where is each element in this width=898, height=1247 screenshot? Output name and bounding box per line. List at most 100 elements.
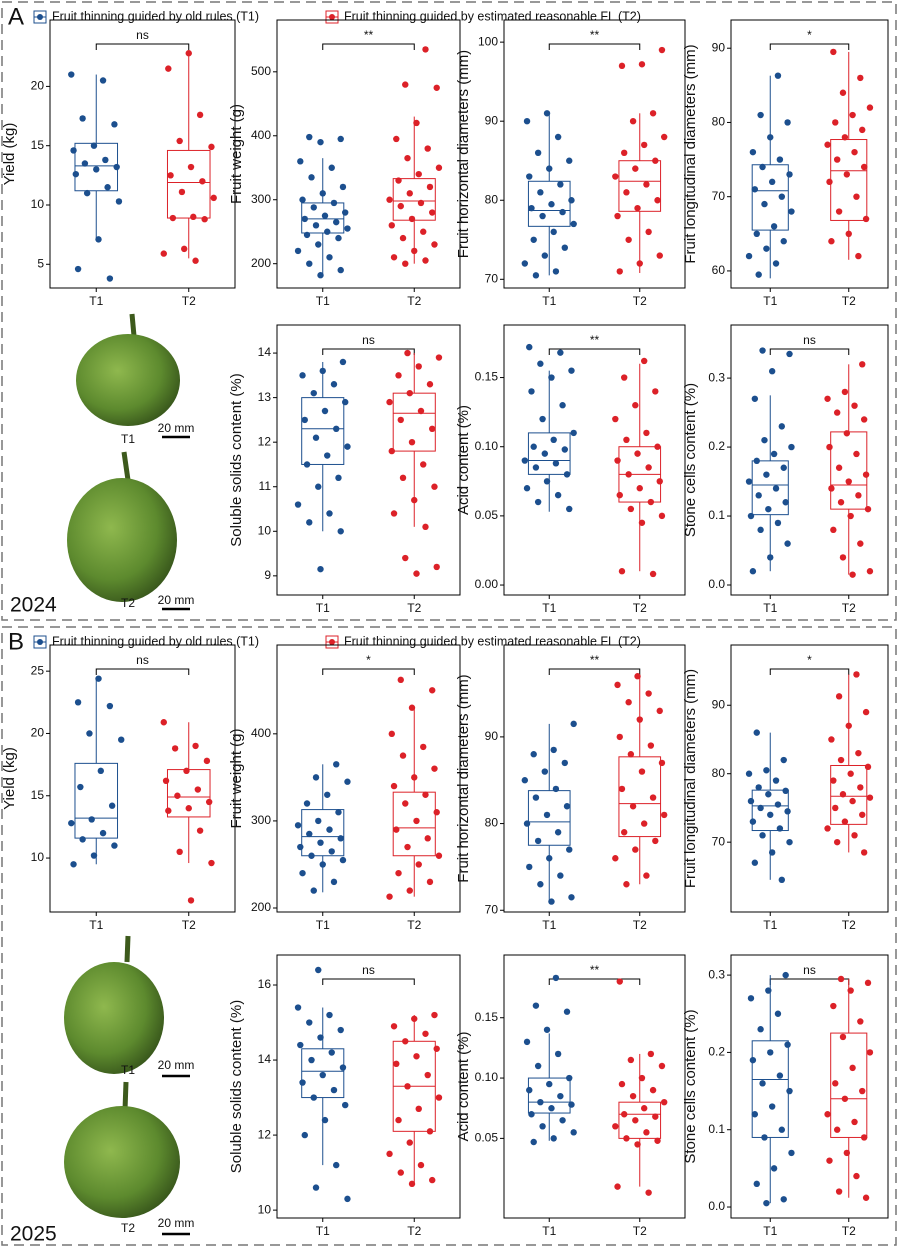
data-point xyxy=(395,372,402,379)
data-point xyxy=(337,528,344,535)
data-point xyxy=(860,849,868,856)
data-point xyxy=(550,746,557,754)
data-point xyxy=(559,402,566,409)
data-point xyxy=(763,471,770,478)
data-point xyxy=(765,987,772,994)
data-point xyxy=(526,863,533,871)
x-tick-label: T1 xyxy=(763,1224,777,1238)
data-point xyxy=(652,157,659,164)
data-point xyxy=(317,1034,324,1041)
panel-border xyxy=(1,1,897,621)
chart: 70 80 90 100 Fruit horizontal diameters (mm)… xyxy=(455,19,686,308)
data-point xyxy=(99,77,107,84)
data-point xyxy=(81,160,89,167)
data-point xyxy=(342,1101,349,1109)
x-tick-label: T1 xyxy=(316,1224,330,1238)
data-point xyxy=(192,257,199,264)
data-point xyxy=(654,443,661,450)
data-point xyxy=(335,234,342,242)
data-point xyxy=(614,212,621,220)
data-point xyxy=(843,430,851,437)
pear-photo xyxy=(67,451,177,602)
data-point xyxy=(770,450,778,458)
data-point xyxy=(386,893,393,900)
data-point xyxy=(435,1094,443,1101)
data-point xyxy=(643,429,650,437)
y-axis-label: Fruit weight (g) xyxy=(228,104,245,204)
data-point xyxy=(755,271,762,278)
data-point xyxy=(638,1074,646,1082)
data-point xyxy=(319,190,326,197)
data-point xyxy=(178,188,186,196)
data-point xyxy=(319,861,326,868)
x-tick-label: T1 xyxy=(542,918,556,932)
y-tick-label: 14 xyxy=(258,1052,272,1066)
data-point xyxy=(294,822,302,829)
data-point xyxy=(317,138,324,146)
data-point xyxy=(192,742,199,750)
data-point xyxy=(853,1172,860,1180)
data-point xyxy=(315,483,322,490)
data-point xyxy=(411,774,418,781)
data-point xyxy=(339,856,347,864)
data-point xyxy=(561,759,568,767)
data-point xyxy=(420,743,427,751)
data-point xyxy=(830,526,837,534)
data-point xyxy=(830,777,837,784)
data-point xyxy=(866,794,874,801)
data-point xyxy=(306,1019,313,1026)
significance-label: ns xyxy=(362,963,375,977)
data-point xyxy=(557,181,564,188)
data-point xyxy=(658,512,666,520)
data-point xyxy=(654,197,661,204)
y-tick-label: 0.1 xyxy=(708,1122,725,1136)
data-point xyxy=(433,809,440,816)
data-point xyxy=(344,225,351,232)
y-axis-label: Fruit longitudinal diameters (mm) xyxy=(682,669,699,888)
data-point xyxy=(411,247,418,255)
data-point xyxy=(306,133,313,141)
data-point xyxy=(433,84,440,91)
data-point xyxy=(778,876,786,884)
data-point xyxy=(301,215,308,223)
data-point xyxy=(627,505,635,513)
y-tick-label: 10 xyxy=(258,1202,272,1216)
data-point xyxy=(559,208,566,216)
data-point xyxy=(638,519,646,526)
data-point xyxy=(344,443,351,450)
data-point xyxy=(778,193,786,200)
data-point xyxy=(837,756,845,764)
data-point xyxy=(614,681,621,689)
y-tick-label: 70 xyxy=(485,902,499,916)
data-point xyxy=(315,966,322,974)
data-point xyxy=(557,872,564,879)
data-point xyxy=(616,733,623,741)
y-tick-label: 0.10 xyxy=(475,1070,499,1084)
data-point xyxy=(788,208,795,215)
data-point xyxy=(406,190,413,197)
y-tick-label: 80 xyxy=(485,192,499,206)
data-point xyxy=(303,800,311,807)
y-tick-label: 300 xyxy=(251,813,271,827)
data-point xyxy=(399,234,407,242)
data-point xyxy=(860,163,868,171)
data-point xyxy=(550,228,557,236)
y-axis-label: Fruit horizontal diameters (mm) xyxy=(455,674,472,882)
data-point xyxy=(786,350,793,358)
data-point xyxy=(859,126,866,134)
data-point xyxy=(162,777,170,785)
data-point xyxy=(312,774,320,781)
data-point xyxy=(339,183,347,191)
data-point xyxy=(104,184,111,191)
data-point xyxy=(426,183,434,191)
data-point xyxy=(404,154,411,162)
data-point xyxy=(306,260,313,267)
data-point xyxy=(625,236,632,243)
data-point xyxy=(778,1126,786,1133)
significance-label: * xyxy=(807,653,812,667)
data-point xyxy=(297,843,304,851)
data-point xyxy=(174,792,181,799)
x-tick-label: T1 xyxy=(763,294,777,308)
panel-label: B xyxy=(8,628,24,655)
data-point xyxy=(333,761,340,768)
